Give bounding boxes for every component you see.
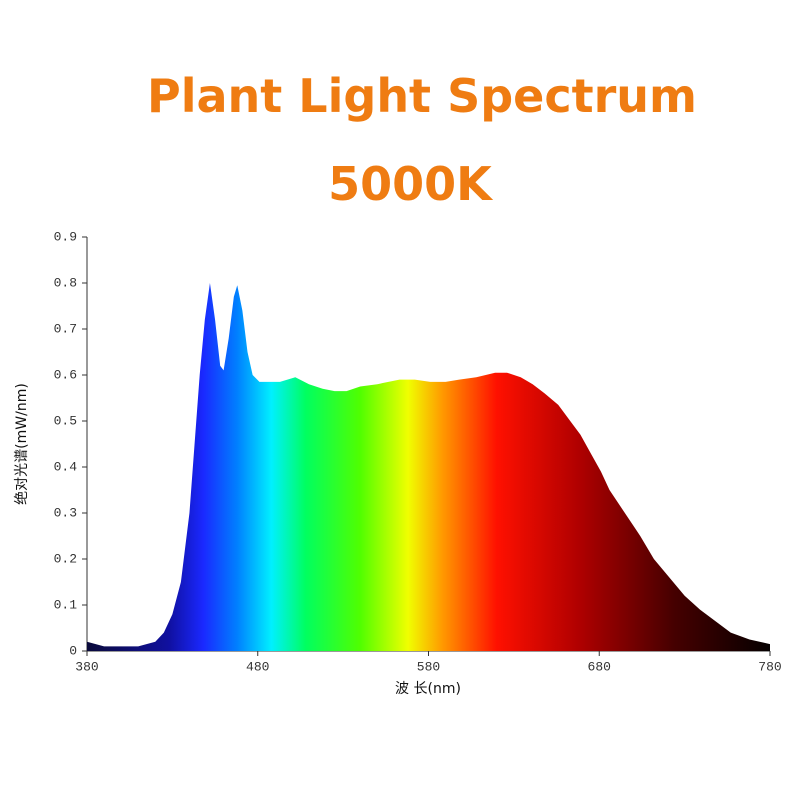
- y-tick-label: 0.8: [54, 275, 77, 290]
- x-axis-label: 波 长(nm): [395, 681, 461, 697]
- y-axis-label: 绝对光谱(mW/nm): [14, 383, 30, 505]
- y-tick-label: 0.1: [54, 597, 78, 612]
- y-tick-label: 0.3: [54, 505, 77, 520]
- x-tick-label: 480: [246, 659, 269, 674]
- y-tick-label: 0.9: [54, 229, 77, 244]
- x-tick-label: 580: [417, 659, 440, 674]
- chart-title: Plant Light Spectrum: [147, 69, 697, 123]
- y-tick-label: 0.2: [54, 551, 77, 566]
- y-tick-label: 0: [69, 643, 77, 658]
- y-tick-label: 0.4: [54, 459, 78, 474]
- y-tick-label: 0.5: [54, 413, 77, 428]
- y-tick-label: 0.6: [54, 367, 77, 382]
- x-tick-label: 680: [588, 659, 611, 674]
- y-tick-label: 0.7: [54, 321, 77, 336]
- spectrum-area: [87, 283, 770, 651]
- chart-subtitle: 5000K: [328, 157, 494, 211]
- x-tick-label: 380: [75, 659, 98, 674]
- x-tick-label: 780: [758, 659, 781, 674]
